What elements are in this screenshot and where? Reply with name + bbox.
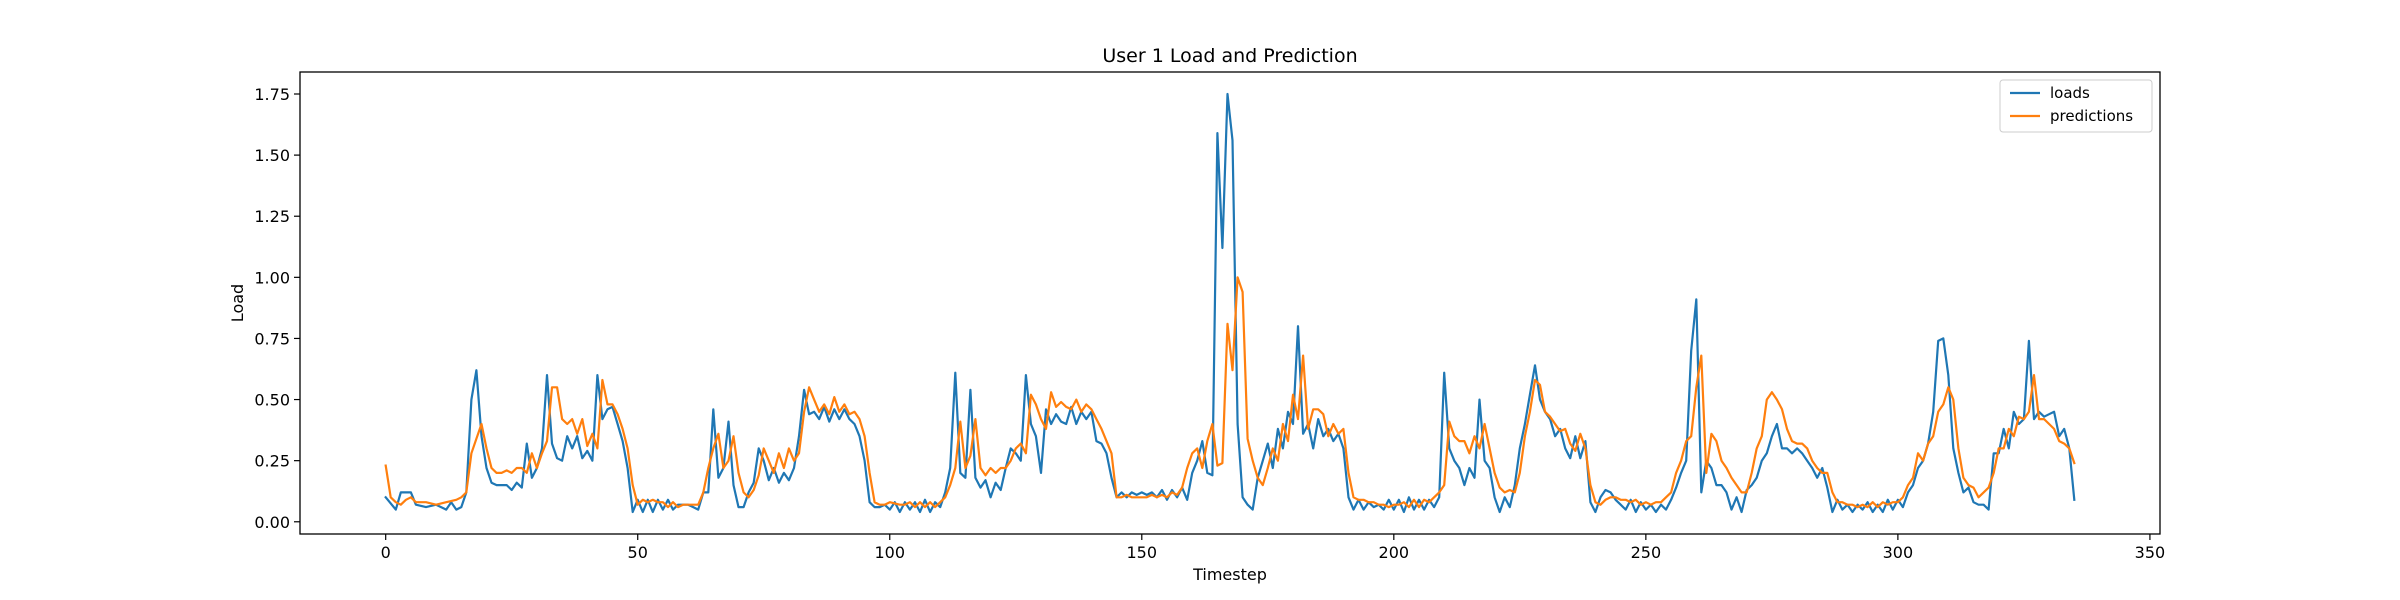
x-tick-label: 50 [628,543,648,562]
y-tick-label: 1.50 [254,146,290,165]
x-tick-label: 200 [1379,543,1410,562]
x-tick-label: 250 [1631,543,1662,562]
x-tick-label: 150 [1127,543,1158,562]
series-line-loads [384,92,2076,514]
y-tick-label: 1.00 [254,268,290,287]
y-axis: 0.00 0.25 0.50 0.75 1.00 1.25 1.50 1.75 [254,85,300,532]
legend-label-loads: loads [2050,84,2090,102]
y-tick-label: 1.75 [254,85,290,104]
plot-frame [299,71,2161,535]
y-axis-label: Load [228,284,247,322]
legend: loads predictions [1999,79,2153,133]
y-tick-label: 0.75 [254,329,290,348]
y-tick-label: 0.00 [254,513,290,532]
plot-lines [384,92,2076,514]
x-tick-label: 100 [874,543,905,562]
x-tick-label: 300 [1883,543,1914,562]
legend-label-predictions: predictions [2050,107,2133,125]
chart-title: User 1 Load and Prediction [1102,45,1357,67]
x-axis-label: Timestep [1192,565,1267,584]
series-line-predictions [384,276,2076,509]
y-tick-label: 0.25 [254,452,290,471]
x-tick-label: 350 [2135,543,2166,562]
y-tick-label: 0.50 [254,391,290,410]
x-tick-label: 0 [381,543,391,562]
y-tick-label: 1.25 [254,207,290,226]
x-axis: 0 50 100 150 200 250 300 350 [381,534,2166,562]
